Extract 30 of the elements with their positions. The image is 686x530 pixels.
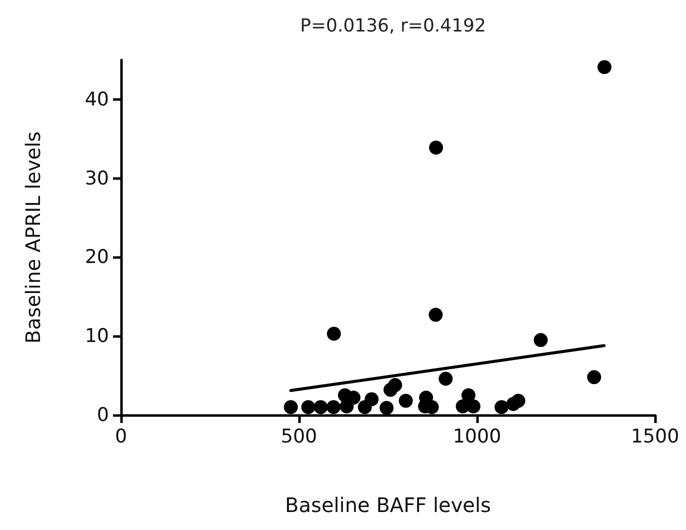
point xyxy=(398,394,413,408)
x-tick-label: 500 xyxy=(280,426,318,448)
point xyxy=(380,400,394,415)
point xyxy=(466,399,480,414)
point xyxy=(597,60,612,74)
point xyxy=(429,140,444,155)
point xyxy=(438,372,453,386)
point xyxy=(326,326,341,341)
y-tick-label: 30 xyxy=(84,167,109,190)
point xyxy=(587,370,602,384)
x-axis-title: Baseline BAFF levels xyxy=(285,493,491,517)
chart-title: P=0.0136, r=0.4192 xyxy=(300,16,486,36)
point xyxy=(511,394,526,408)
y-tick-label: 40 xyxy=(84,88,109,110)
y-axis-title: Baseline APRIL levels xyxy=(21,131,45,344)
point xyxy=(326,400,341,414)
point xyxy=(534,333,548,348)
y-tick-label: 10 xyxy=(84,325,109,348)
point xyxy=(364,392,379,406)
x-tick-label: 1000 xyxy=(452,426,502,448)
point xyxy=(284,400,298,414)
point xyxy=(301,400,316,414)
y-tick-label: 0 xyxy=(96,404,109,426)
point xyxy=(388,378,402,392)
point xyxy=(494,400,509,414)
x-tick-label: 1500 xyxy=(630,426,680,448)
y-tick-label: 20 xyxy=(84,246,109,268)
x-tick-label: 0 xyxy=(114,426,128,448)
point xyxy=(314,400,328,414)
point xyxy=(428,308,443,322)
